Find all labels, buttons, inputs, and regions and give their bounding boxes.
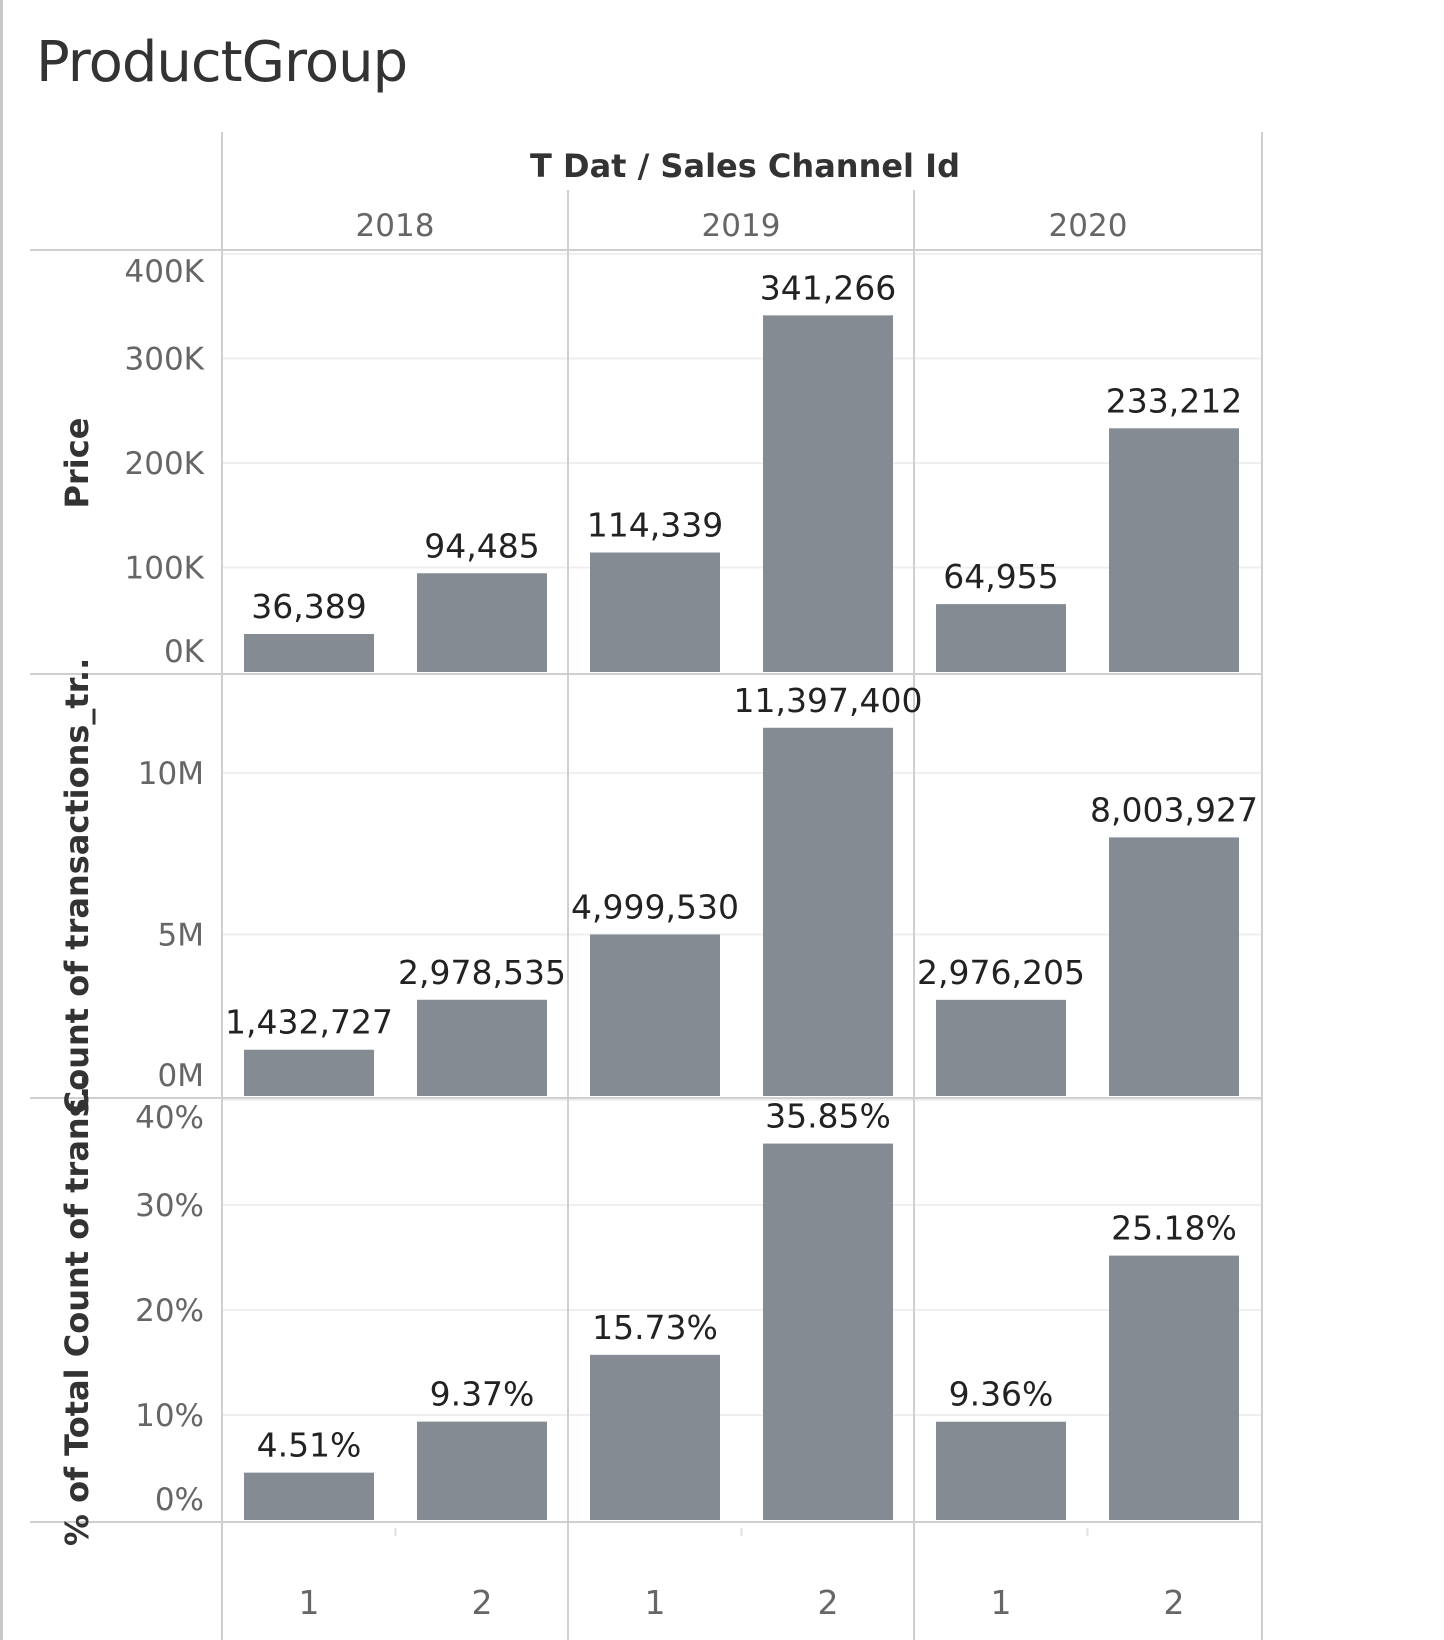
bar-count-2019-2 (763, 727, 893, 1096)
y-axis-title-count: Count of transactions_tr.. (58, 658, 96, 1114)
data-label-percent-2018-1: 4.51% (257, 1426, 362, 1465)
data-label-price-2019-2: 341,266 (760, 268, 896, 307)
data-label-percent-2018-2: 9.37% (430, 1375, 535, 1414)
data-label-price-2020-1: 64,955 (943, 557, 1058, 596)
bar-percent-2018-2 (417, 1421, 547, 1520)
bar-price-2019-1 (590, 552, 720, 672)
bar-count-2018-1 (244, 1049, 374, 1096)
data-label-price-2019-1: 114,339 (587, 506, 723, 545)
y-tick-price-3: 300K (125, 342, 205, 378)
bar-count-2020-2 (1109, 837, 1239, 1096)
y-tick-price-4: 400K (125, 254, 205, 290)
x-tick-2019-1: 1 (645, 1583, 666, 1622)
y-tick-price-2: 200K (125, 446, 205, 482)
y-tick-percent-4: 40% (135, 1100, 204, 1136)
year-header-2018: 2018 (356, 208, 435, 244)
x-tick-2019-2: 2 (818, 1583, 839, 1622)
data-label-percent-2019-2: 35.85% (765, 1097, 891, 1136)
y-tick-count-1: 5M (158, 917, 204, 953)
bar-percent-2019-1 (590, 1354, 720, 1520)
y-tick-percent-1: 10% (135, 1398, 204, 1434)
bar-count-2018-2 (417, 999, 547, 1096)
column-header-title: T Dat / Sales Channel Id (530, 147, 960, 185)
year-header-2019: 2019 (702, 208, 781, 244)
y-tick-price-0: 0K (164, 634, 205, 670)
y-tick-percent-0: 0% (155, 1482, 204, 1518)
left-border (0, 0, 3, 1640)
bar-price-2019-2 (763, 315, 893, 672)
bar-price-2020-1 (936, 604, 1066, 672)
y-axis-title-price: Price (58, 418, 96, 509)
bar-price-2018-2 (417, 573, 547, 672)
bar-count-2020-1 (936, 999, 1066, 1096)
data-label-count-2019-1: 4,999,530 (571, 887, 739, 926)
bar-count-2019-1 (590, 934, 720, 1096)
data-label-percent-2020-1: 9.36% (949, 1375, 1054, 1414)
y-axis-title-percent: % of Total Count of trans.. (58, 1074, 96, 1546)
year-header-2020: 2020 (1049, 208, 1128, 244)
x-tick-2020-1: 1 (991, 1583, 1012, 1622)
y-tick-count-0: 0M (158, 1058, 204, 1094)
data-label-price-2020-2: 233,212 (1106, 381, 1242, 420)
data-label-count-2020-2: 8,003,927 (1090, 790, 1258, 829)
bar-percent-2018-1 (244, 1472, 374, 1520)
page-title: ProductGroup (36, 30, 408, 95)
data-label-price-2018-1: 36,389 (251, 587, 366, 626)
data-label-count-2018-1: 1,432,727 (225, 1003, 393, 1042)
y-tick-percent-2: 20% (135, 1293, 204, 1329)
y-tick-count-2: 10M (138, 756, 204, 792)
data-label-percent-2020-2: 25.18% (1111, 1209, 1237, 1248)
bar-price-2020-2 (1109, 428, 1239, 672)
data-label-count-2020-1: 2,976,205 (917, 953, 1085, 992)
data-label-price-2018-2: 94,485 (424, 526, 539, 565)
x-tick-2018-2: 2 (472, 1583, 493, 1622)
x-tick-2020-2: 2 (1164, 1583, 1185, 1622)
y-tick-price-1: 100K (125, 551, 205, 587)
bar-price-2018-1 (244, 633, 374, 672)
x-tick-2018-1: 1 (299, 1583, 320, 1622)
y-tick-percent-3: 30% (135, 1188, 204, 1224)
data-label-count-2018-2: 2,978,535 (398, 953, 566, 992)
data-label-percent-2019-1: 15.73% (592, 1308, 718, 1347)
bar-percent-2019-2 (763, 1143, 893, 1520)
data-label-count-2019-2: 11,397,400 (734, 681, 923, 720)
bar-percent-2020-2 (1109, 1255, 1239, 1520)
bar-percent-2020-1 (936, 1421, 1066, 1520)
